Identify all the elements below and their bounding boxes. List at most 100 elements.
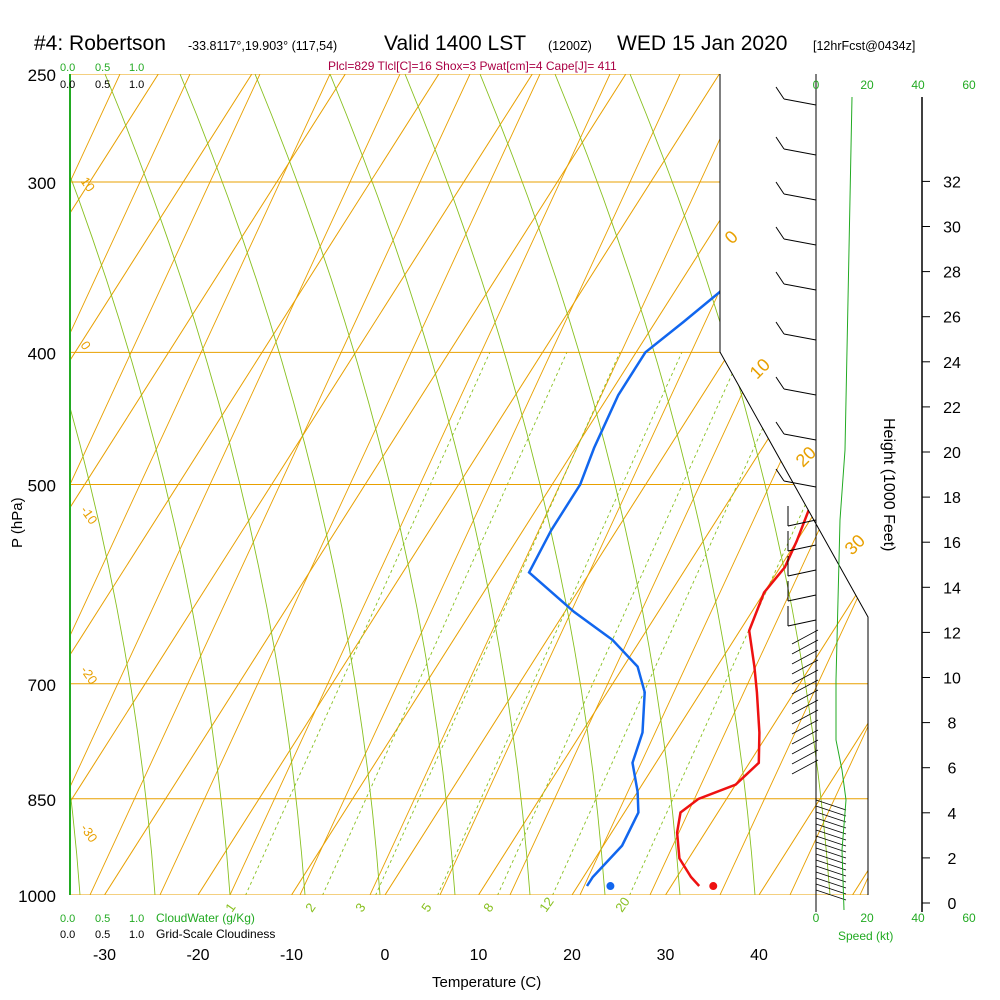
wind-speed-profile (835, 96, 853, 911)
height-tick-label: 20 (943, 445, 961, 462)
dewpoint-curve (527, 101, 868, 887)
cloud-scale-top-1: 0.5 (95, 62, 110, 74)
mixing-ratio-line (429, 351, 683, 895)
cloud-scale-bottom-1: 0.5 (95, 913, 110, 925)
wind-barb (815, 865, 847, 877)
wind-barb (783, 148, 817, 156)
surface-dewpoint-dot (606, 882, 615, 891)
wind-barb (815, 871, 847, 883)
mixing-ratio-label: 8 (480, 900, 496, 915)
height-tick-label: 2 (948, 851, 957, 868)
sounding-profiles (527, 101, 868, 891)
height-tick-label: 16 (943, 535, 961, 552)
wind-barb (787, 619, 817, 627)
wind-barb (791, 709, 819, 725)
wind-barb (815, 859, 847, 871)
wind-barb (791, 719, 819, 735)
cloud-scale-bottom-2: 1.0 (129, 913, 144, 925)
cloud-scale-top-0: 0.0 (60, 62, 75, 74)
wind-speed-curve (835, 96, 853, 911)
height-tick-label: 26 (943, 310, 961, 327)
y-axis-title: P (hPa) (9, 497, 26, 548)
speed-tick-top: 40 (911, 78, 925, 92)
wind-barb (815, 817, 847, 829)
temperature-curve (675, 101, 868, 887)
wind-barb (815, 805, 847, 817)
isotherm-label: -10 (78, 503, 101, 527)
wind-barb-flag (775, 421, 785, 435)
pressure-tick-label: 250 (28, 66, 56, 85)
x-tick-label: 10 (470, 947, 488, 964)
speed-tick-top: 20 (860, 78, 874, 92)
x-tick-label: -30 (93, 947, 116, 964)
wind-barb (783, 238, 817, 246)
cloud-scale-bottom-1b: 0.5 (95, 929, 110, 941)
stability-indices: Plcl=829 Tlcl[C]=16 Shox=3 Pwat[cm]=4 Ca… (328, 59, 617, 73)
wind-barb (815, 847, 847, 859)
forecast-run: [12hrFcst@0434z] (813, 39, 915, 53)
cloud-scale-top-0b: 0.0 (60, 79, 75, 91)
wind-barb-flag (775, 271, 785, 285)
x-tick-label: 0 (381, 947, 390, 964)
wind-barb (815, 799, 847, 811)
moist-adiabat-line (0, 74, 5, 895)
wind-barb (791, 649, 819, 665)
cloud-scale-top-2: 1.0 (129, 62, 144, 74)
isotherm-line (665, 74, 868, 895)
cloud-scale-top-1b: 0.5 (95, 79, 110, 91)
cloud-scale-bottom-0b: 0.0 (60, 929, 75, 941)
speed-tick-bottom: 40 (911, 911, 925, 925)
height-tick-label: 8 (948, 716, 957, 733)
valid-time: Valid 1400 LST (384, 32, 526, 55)
wind-barb (791, 739, 819, 755)
wind-barb (815, 889, 847, 901)
isotherm-label: 30 (841, 531, 869, 559)
wind-barb (787, 569, 817, 577)
wind-barb (783, 433, 817, 441)
mixing-ratio-line (237, 351, 491, 895)
wind-barbs (775, 86, 847, 901)
speed-tick-top: 60 (962, 78, 976, 92)
pressure-tick-label: 850 (28, 791, 56, 810)
cloudwater-label: CloudWater (g/Kg) (156, 911, 255, 925)
cloud-scale-bottom: 0.0 0.5 1.0 CloudWater (g/Kg) 0.0 0.5 1.… (60, 911, 275, 941)
x-tick-label: 20 (563, 947, 581, 964)
isotherm-label: 0 (78, 338, 94, 353)
height-tick-label: 14 (943, 580, 961, 597)
cloudiness-label: Grid-Scale Cloudiness (156, 927, 275, 941)
height-tick-label: 12 (943, 625, 961, 642)
pressure-tick-label: 700 (28, 676, 56, 695)
wind-barb-flag (775, 86, 785, 100)
speed-tick-bottom: 60 (962, 911, 976, 925)
isotherm-line (70, 74, 159, 895)
wind-barb (815, 823, 847, 835)
wind-barb (787, 544, 817, 552)
wind-barb (815, 811, 847, 823)
wind-barb (783, 388, 817, 396)
wind-barb-flag (775, 376, 785, 390)
cloud-scale-bottom-0: 0.0 (60, 913, 75, 925)
plot-frame (719, 74, 869, 895)
wind-barb (815, 829, 847, 841)
forecast-date: WED 15 Jan 2020 (617, 32, 787, 55)
wind-barb (791, 759, 819, 775)
wind-barb (791, 729, 819, 745)
height-tick-label: 32 (943, 174, 961, 191)
wind-barb-flag (775, 136, 785, 150)
wind-barb (815, 853, 847, 865)
station-title: #4: Robertson (34, 32, 166, 55)
wind-barb (787, 594, 817, 602)
isotherm-label: 0 (721, 227, 742, 248)
wind-barb (815, 835, 847, 847)
pressure-tick-label: 400 (28, 344, 56, 363)
mixing-ratio-label: 3 (352, 900, 368, 915)
utc-time: (1200Z) (548, 39, 592, 53)
height-tick-label: 10 (943, 671, 961, 688)
isotherm-label: 10 (78, 174, 99, 194)
cloud-scale-top: 0.0 0.5 1.0 0.0 0.5 1.0 (60, 62, 144, 91)
mixing-ratio-line (621, 351, 868, 895)
station-coords: -33.8117°,19.903° (117,54) (188, 39, 337, 53)
height-tick-label: 30 (943, 220, 961, 237)
wind-barb-flag (775, 468, 785, 482)
pressure-tick-label: 1000 (18, 887, 56, 906)
